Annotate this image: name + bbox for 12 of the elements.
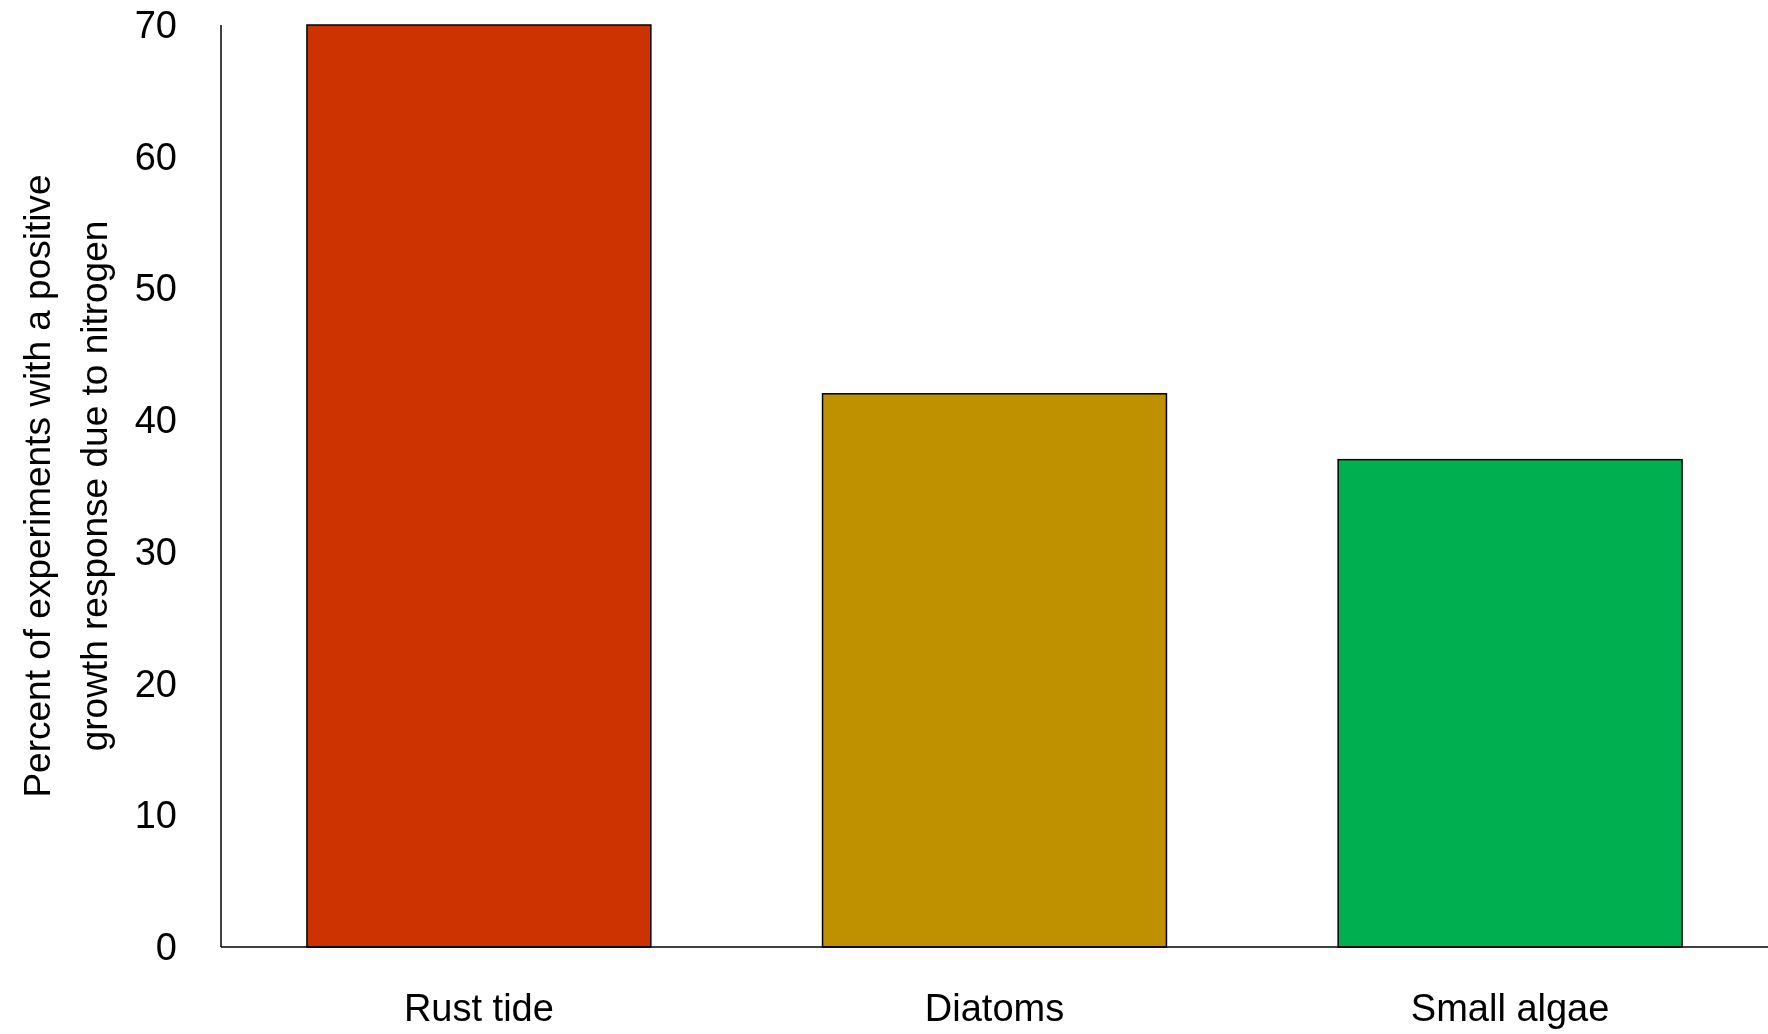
x-tick-label: Small algae (1410, 987, 1610, 1029)
y-tick-label: 20 (134, 662, 177, 705)
y-tick-label: 60 (134, 135, 177, 178)
y-tick-label: 40 (134, 399, 177, 442)
y-tick-label: 30 (134, 530, 177, 573)
y-tick-label: 50 (134, 267, 177, 310)
x-tick-label: Rust tide (403, 987, 554, 1029)
y-tick-label: 10 (134, 794, 177, 837)
x-tick-label: Diatoms (924, 987, 1065, 1029)
y-tick-label: 70 (134, 4, 177, 46)
y-axis-title: Percent of experiments with a positive growth response due to nitrogen (17, 174, 115, 798)
y-tick-label: 0 (155, 926, 177, 968)
